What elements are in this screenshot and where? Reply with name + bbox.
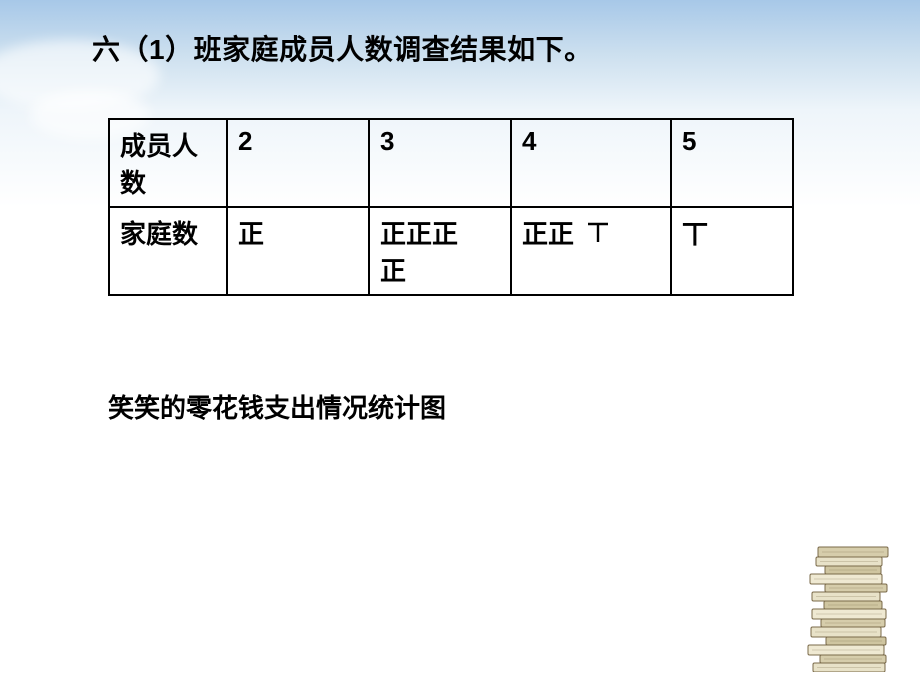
tally-partial-4: 丅 [682,214,706,251]
survey-table: 成员人数 2 3 4 5 家庭数 正 正正正正 正正 丅 [108,118,794,296]
row-header-members: 成员人数 [109,119,227,207]
row-header-families: 家庭数 [109,207,227,295]
page-title: 六（1）班家庭成员人数调查结果如下。 [92,28,593,68]
tally-cell-5: 丅 [671,207,793,295]
col-header-4: 4 [511,119,671,207]
col-header-3: 3 [369,119,511,207]
sub-heading: 笑笑的零花钱支出情况统计图 [108,388,446,425]
tally-cell-3: 正正正正 [369,207,511,295]
table-row: 成员人数 2 3 4 5 [109,119,793,207]
col-header-5: 5 [671,119,793,207]
tally-cell-2: 正 [227,207,369,295]
table-row: 家庭数 正 正正正正 正正 丅 [109,207,793,295]
col-header-2: 2 [227,119,369,207]
tally-partial-icon [585,220,611,246]
book-stack-icon [806,522,894,672]
tally-cell-4: 正正 [511,207,671,295]
